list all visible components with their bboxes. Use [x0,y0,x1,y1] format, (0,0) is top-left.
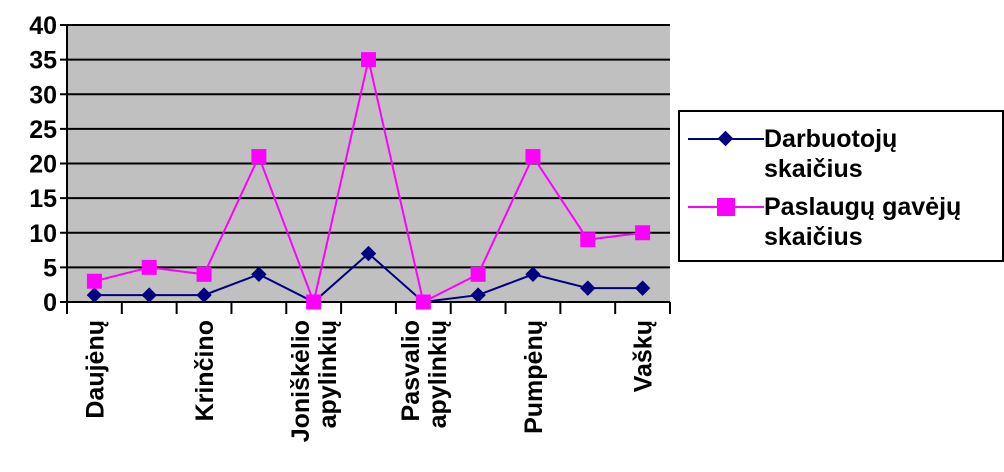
data-point-square [86,273,102,289]
data-point-square [306,294,322,310]
data-point-square [525,149,541,165]
legend-diamond-marker-icon [717,130,734,147]
legend-item-workers: Darbuotojų skaičius [688,124,1000,184]
x-tick-label: Krinčino [191,320,219,421]
data-point-diamond [251,266,267,283]
y-tick-label: 10 [29,220,57,248]
data-point-diamond [86,287,103,303]
legend-label: Darbuotojų skaičius [764,125,898,183]
data-point-diamond [141,287,157,303]
y-tick-label: 40 [29,12,57,40]
x-tick-label: Vaškų [630,320,658,392]
y-tick-label: 25 [29,116,57,144]
legend-item-recipients: Paslaugų gavėjų skaičius [688,192,1000,252]
legend-key-square [688,192,764,224]
data-point-square [251,149,267,165]
x-tick-label: Daujėnų [81,320,109,419]
data-point-diamond [196,287,212,303]
x-tick-label: apylinkių [424,320,452,428]
y-tick-label: 15 [29,185,57,213]
y-tick-label: 5 [43,254,57,282]
data-point-square [635,225,651,241]
legend: Darbuotojų skaičius Paslaugų gavėjų skai… [678,110,1004,262]
data-point-square [580,232,596,248]
data-point-diamond [470,287,486,303]
x-tick-label: Pasvalio [397,320,425,421]
legend-square-marker-icon [717,198,735,216]
x-tick-label: Joniškėlio [287,320,315,442]
x-tick-label: Pumpėnų [520,320,548,434]
data-point-square [361,52,376,68]
y-tick-label: 35 [29,47,57,75]
y-tick-label: 20 [29,151,57,179]
data-point-diamond [525,266,541,283]
data-point-square [141,259,157,275]
data-point-diamond [360,245,377,262]
data-point-square [470,266,486,282]
x-tick-label: apylinkių [314,320,342,428]
y-tick-label: 0 [43,289,57,317]
data-point-square [415,294,431,310]
y-tick-label: 30 [29,81,57,109]
data-point-square [196,266,212,282]
legend-label: Paslaugų gavėjų skaičius [764,193,962,251]
data-point-diamond [634,280,651,296]
legend-key-diamond [688,124,764,156]
data-point-diamond [580,280,596,296]
